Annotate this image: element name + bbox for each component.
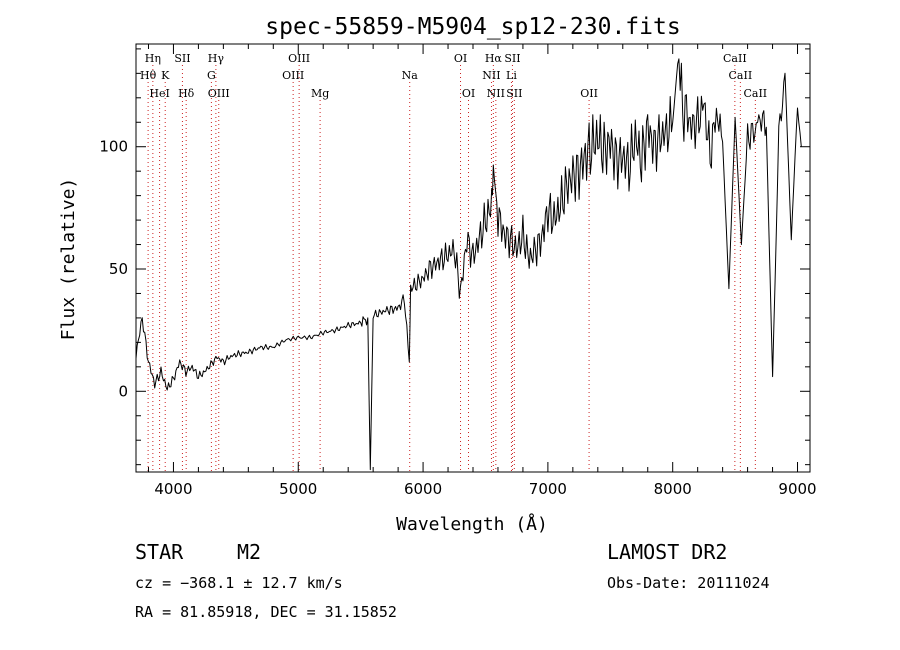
object-subclass: M2 bbox=[237, 540, 262, 564]
series-line-0 bbox=[135, 58, 802, 471]
axis-ticks: 4000 5000 6000 7000 8000 9000 0 50 100 bbox=[99, 44, 817, 498]
observation-date: Obs-Date: 20111024 bbox=[607, 574, 770, 592]
marker-label-16: SII bbox=[504, 52, 520, 65]
x-tick-label-9000: 9000 bbox=[778, 480, 816, 498]
marker-label-0: Hη bbox=[145, 52, 161, 65]
marker-label-4: SII bbox=[174, 52, 190, 65]
marker-label-21: OII bbox=[580, 87, 598, 100]
marker-label-17: NII bbox=[482, 69, 500, 82]
marker-label-18: Li bbox=[506, 69, 517, 82]
redshift-readout: cz = −368.1 ± 12.7 km/s bbox=[135, 574, 343, 592]
marker-label-11: Mg bbox=[311, 87, 329, 100]
marker-label-9: OIII bbox=[288, 52, 310, 65]
x-tick-label-4000: 4000 bbox=[154, 480, 192, 498]
marker-label-24: CaII bbox=[743, 87, 767, 100]
y-tick-label-0: 0 bbox=[118, 382, 128, 400]
x-tick-label-5000: 5000 bbox=[279, 480, 317, 498]
y-tick-label-50: 50 bbox=[109, 260, 128, 278]
spectrum-series bbox=[135, 58, 802, 471]
marker-label-20: SII bbox=[506, 87, 522, 100]
x-axis-label: Wavelength (Å) bbox=[396, 513, 548, 535]
marker-label-14: OI bbox=[462, 87, 475, 100]
marker-label-2: K bbox=[161, 69, 170, 82]
marker-label-5: Hδ bbox=[178, 87, 195, 100]
y-axis-label: Flux (relative) bbox=[58, 178, 79, 341]
marker-label-1: Hθ bbox=[140, 69, 157, 82]
x-tick-label-8000: 8000 bbox=[654, 480, 692, 498]
object-class: STAR bbox=[135, 540, 184, 564]
survey-name: LAMOST DR2 bbox=[607, 540, 728, 564]
marker-label-3: HeI bbox=[149, 87, 169, 100]
chart-title: spec-55859-M5904_sp12-230.fits bbox=[265, 14, 680, 40]
plot-frame bbox=[135, 43, 811, 473]
marker-label-7: G bbox=[207, 69, 216, 82]
marker-label-12: Na bbox=[402, 69, 419, 82]
marker-label-6: Hγ bbox=[208, 52, 225, 65]
x-tick-label-7000: 7000 bbox=[529, 480, 567, 498]
y-tick-label-100: 100 bbox=[99, 138, 128, 156]
marker-label-15: Hα bbox=[485, 52, 503, 65]
marker-label-13: OI bbox=[454, 52, 467, 65]
marker-label-10: OIII bbox=[282, 69, 304, 82]
x-tick-label-6000: 6000 bbox=[404, 480, 442, 498]
coordinates-readout: RA = 81.85918, DEC = 31.15852 bbox=[135, 603, 397, 621]
marker-label-19: NII bbox=[487, 87, 505, 100]
marker-label-22: CaII bbox=[723, 52, 747, 65]
marker-label-23: CaII bbox=[729, 69, 753, 82]
marker-label-8: OIII bbox=[208, 87, 230, 100]
